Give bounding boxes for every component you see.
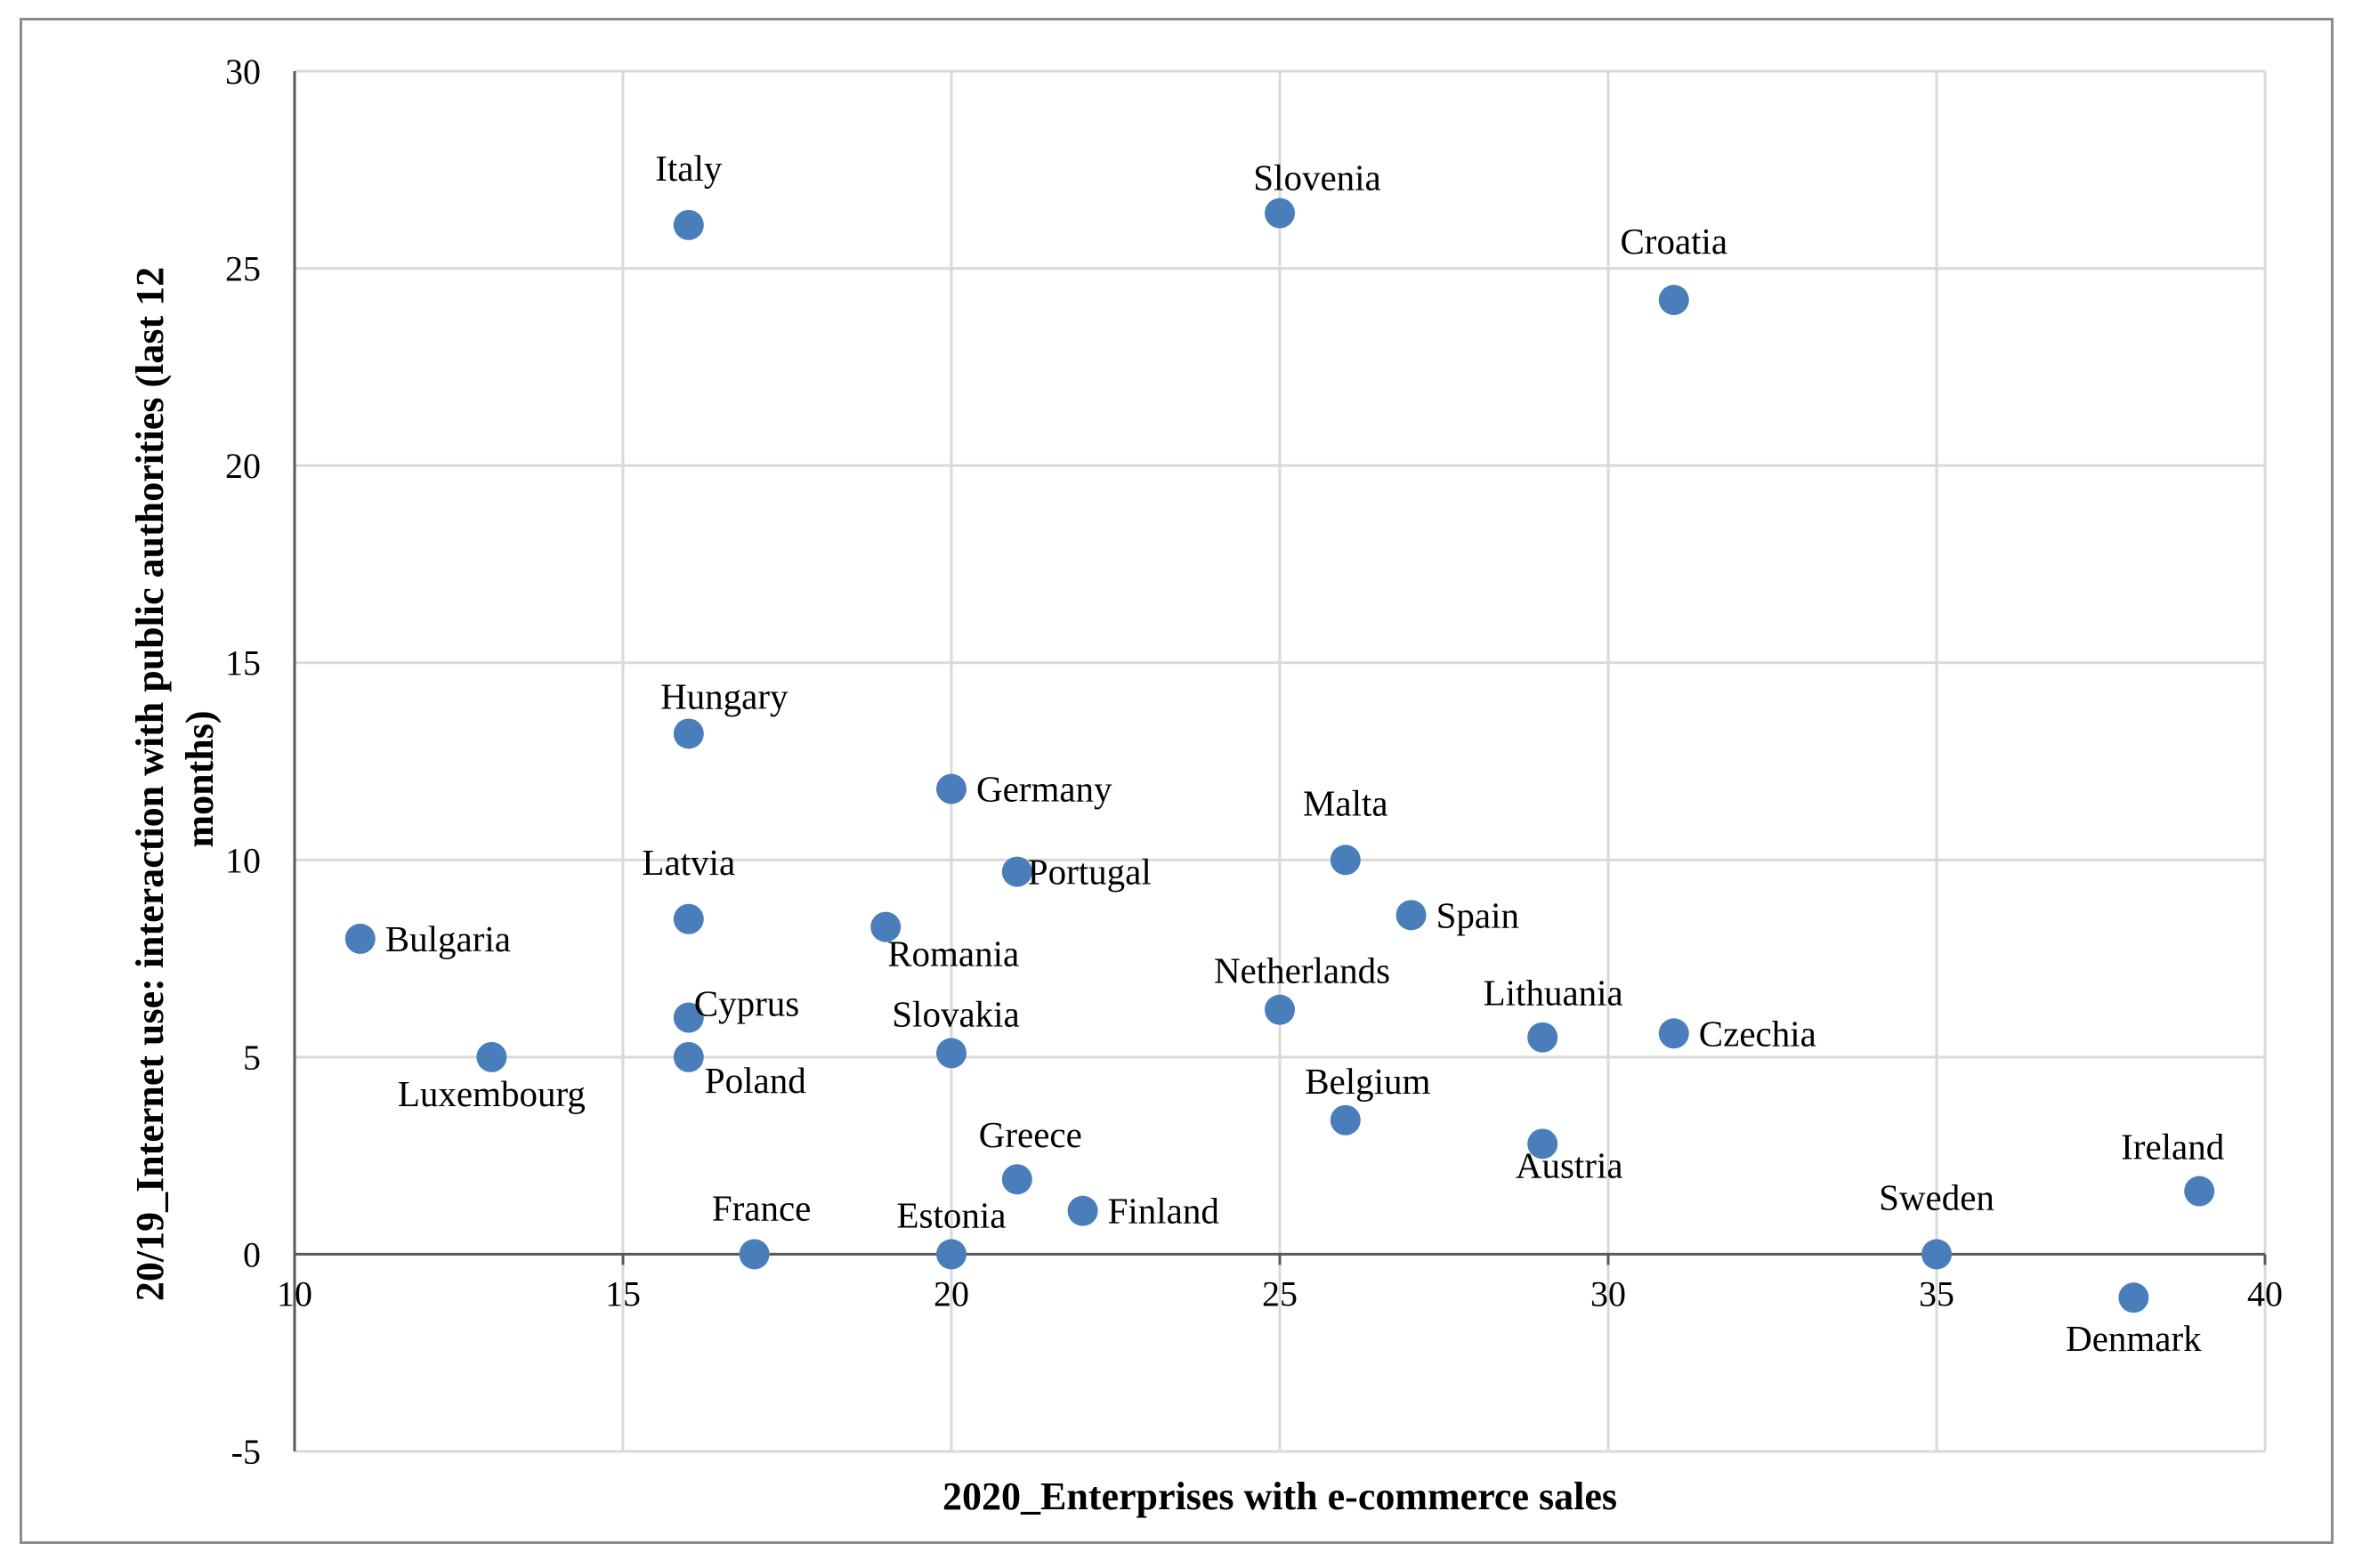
y-tick-label-0: 0	[243, 1234, 261, 1274]
point-label-lithuania: Lithuania	[1484, 973, 1623, 1014]
point-germany	[936, 773, 967, 804]
point-estonia	[936, 1239, 967, 1270]
point-slovenia	[1265, 198, 1295, 229]
point-malta	[1330, 845, 1361, 876]
point-croatia	[1658, 285, 1689, 316]
point-cyprus	[673, 1002, 704, 1033]
point-lithuania	[1527, 1022, 1558, 1053]
point-label-finland: Finland	[1108, 1191, 1219, 1232]
x-tick-label-25: 25	[1262, 1273, 1298, 1313]
chart-frame: 10 15 20 25 30 35 40 -5 0 5 10 15 20 25 30 Italy Sloven…	[20, 18, 2334, 1544]
point-label-denmark: Denmark	[2066, 1318, 2202, 1359]
point-denmark	[2118, 1282, 2149, 1313]
point-label-netherlands: Netherlands	[1214, 950, 1390, 991]
point-label-latvia: Latvia	[642, 842, 735, 883]
point-labels: Italy Slovenia Croatia Hungary Germany Malta P…	[385, 148, 2224, 1359]
point-label-slovenia: Slovenia	[1253, 158, 1380, 198]
point-label-romania: Romania	[887, 934, 1019, 974]
point-label-poland: Poland	[705, 1060, 806, 1101]
point-slovakia	[936, 1038, 967, 1069]
x-tick-label-10: 10	[277, 1273, 312, 1313]
y-tick-label-neg5: -5	[231, 1432, 261, 1472]
x-tick-label-30: 30	[1590, 1273, 1626, 1313]
point-greece	[1001, 1164, 1032, 1195]
data-points	[344, 198, 2215, 1313]
scatter-chart: 10 15 20 25 30 35 40 -5 0 5 10 15 20 25 30 Italy Sloven…	[128, 52, 2283, 1518]
point-austria	[1527, 1128, 1558, 1160]
point-label-croatia: Croatia	[1620, 221, 1727, 262]
point-label-luxembourg: Luxembourg	[398, 1073, 586, 1114]
point-poland	[673, 1041, 704, 1072]
point-label-portugal: Portugal	[1028, 852, 1152, 893]
point-label-bulgaria: Bulgaria	[385, 918, 511, 959]
point-czechia	[1658, 1018, 1689, 1049]
point-france	[739, 1239, 770, 1270]
point-romania	[870, 911, 902, 942]
point-label-belgium: Belgium	[1305, 1061, 1430, 1102]
x-tick-label-20: 20	[934, 1273, 969, 1313]
y-axis-title-line-1: 20/19_Internet use: interaction with pub…	[128, 267, 172, 1301]
point-italy	[673, 209, 704, 240]
y-tick-label-15: 15	[225, 643, 261, 683]
point-label-estonia: Estonia	[897, 1194, 1007, 1235]
grid-lines	[293, 69, 2267, 1453]
x-tick-label-40: 40	[2247, 1273, 2283, 1313]
point-portugal	[1001, 856, 1032, 887]
point-ireland	[2184, 1176, 2215, 1207]
y-tick-label-5: 5	[243, 1038, 261, 1078]
point-sweden	[1921, 1239, 1952, 1270]
point-spain	[1395, 900, 1427, 931]
point-label-germany: Germany	[976, 769, 1112, 810]
point-label-malta: Malta	[1303, 782, 1388, 823]
point-belgium	[1330, 1104, 1361, 1136]
y-tick-label-25: 25	[225, 249, 261, 289]
point-latvia	[673, 903, 704, 934]
point-luxembourg	[476, 1041, 507, 1072]
point-label-cyprus: Cyprus	[694, 983, 799, 1024]
point-label-ireland: Ireland	[2121, 1127, 2224, 1168]
point-label-greece: Greece	[979, 1114, 1082, 1155]
x-tick-label-15: 15	[605, 1273, 641, 1313]
point-label-hungary: Hungary	[660, 675, 789, 716]
y-axis-title: 20/19_Internet use: interaction with pub…	[128, 257, 222, 1301]
point-label-france: France	[712, 1187, 812, 1228]
point-label-spain: Spain	[1436, 894, 1519, 935]
tick-labels: 10 15 20 25 30 35 40 -5 0 5 10 15 20 25 30	[225, 52, 2283, 1472]
y-tick-label-30: 30	[225, 52, 261, 92]
y-axis-title-line-2: months)	[178, 710, 222, 847]
x-tick-label-35: 35	[1919, 1273, 1954, 1313]
point-label-slovakia: Slovakia	[892, 993, 1019, 1034]
point-label-austria: Austria	[1516, 1144, 1623, 1185]
point-netherlands	[1265, 994, 1295, 1025]
point-bulgaria	[344, 923, 376, 954]
y-tick-label-10: 10	[225, 840, 261, 880]
y-tick-label-20: 20	[225, 446, 261, 486]
x-axis-title: 2020_Enterprises with e-commerce sales	[942, 1475, 1617, 1518]
point-hungary	[673, 718, 704, 749]
point-label-sweden: Sweden	[1879, 1176, 1994, 1217]
point-finland	[1067, 1195, 1098, 1226]
point-label-italy: Italy	[655, 148, 723, 189]
point-label-czechia: Czechia	[1699, 1013, 1816, 1054]
